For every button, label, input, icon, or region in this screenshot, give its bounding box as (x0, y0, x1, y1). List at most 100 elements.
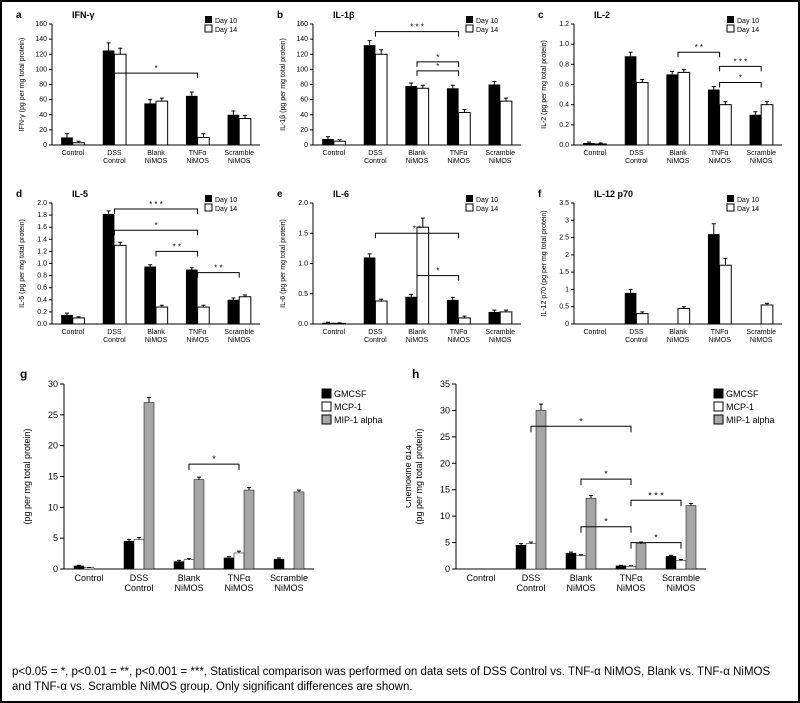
svg-text:10: 10 (48, 502, 58, 512)
svg-text:GMCSF: GMCSF (726, 389, 759, 399)
svg-text:DSS: DSS (107, 150, 122, 157)
svg-text:Control: Control (124, 583, 153, 593)
svg-text:DSS: DSS (522, 573, 541, 583)
svg-text:NiMOS: NiMOS (447, 337, 470, 344)
svg-text:NiMOS: NiMOS (225, 583, 254, 593)
svg-text:Day 10: Day 10 (215, 18, 237, 25)
svg-text:*: * (654, 533, 658, 543)
row-2: 0.00.20.40.60.81.01.21.41.61.82.0IL-5 (p… (2, 181, 798, 360)
svg-text:0: 0 (53, 564, 58, 574)
svg-text:NiMOS: NiMOS (144, 158, 167, 165)
svg-text:(pg per mg total protein): (pg per mg total protein) (22, 428, 32, 524)
svg-text:Day 10: Day 10 (215, 197, 237, 204)
svg-text:NiMOS: NiMOS (144, 337, 167, 344)
svg-text:MCP-1: MCP-1 (726, 402, 754, 412)
svg-text:100: 100 (296, 66, 308, 73)
svg-text:0.2: 0.2 (560, 122, 570, 129)
svg-text:Blank: Blank (408, 329, 426, 336)
svg-text:IL-2 (pg per mg total protein): IL-2 (pg per mg total protein) (541, 40, 548, 129)
svg-text:Control: Control (103, 158, 126, 165)
svg-text:* *: * * (413, 224, 421, 233)
svg-text:Control: Control (625, 158, 648, 165)
panel-c: 0.00.20.40.60.81.01.2IL-2 (pg per mg tot… (534, 6, 788, 181)
svg-text:15: 15 (440, 485, 450, 495)
svg-text:0: 0 (304, 142, 308, 149)
figure-page: 020406080100120140160IFN-γ (pg per mg to… (0, 0, 800, 703)
svg-text:0.0: 0.0 (560, 142, 570, 149)
svg-text:IFN-γ: IFN-γ (72, 10, 95, 20)
svg-text:IL-5 (pg per mg total protein): IL-5 (pg per mg total protein) (19, 219, 26, 308)
svg-text:IL-5: IL-5 (72, 189, 88, 199)
panel-e: 0.00.51.01.52.0IL-6 (pg per mg total pro… (273, 185, 527, 360)
svg-text:0: 0 (565, 321, 569, 328)
svg-text:b: b (277, 10, 283, 21)
svg-text:3.5: 3.5 (560, 200, 570, 207)
svg-text:NiMOS: NiMOS (667, 158, 690, 165)
svg-text:0.4: 0.4 (560, 102, 570, 109)
svg-text:* * *: * * * (410, 23, 424, 32)
svg-text:Control: Control (322, 150, 345, 157)
svg-text:0.0: 0.0 (298, 321, 308, 328)
panel-h: 05101520253035Chemokine d14(pg per mg to… (406, 364, 786, 609)
svg-text:80: 80 (300, 82, 308, 89)
svg-text:140: 140 (296, 36, 308, 43)
svg-text:*: * (604, 469, 608, 479)
svg-text:Control: Control (74, 573, 103, 583)
svg-text:2.0: 2.0 (298, 200, 308, 207)
svg-text:*: * (739, 73, 742, 82)
svg-text:20: 20 (440, 458, 450, 468)
svg-text:TNFα: TNFα (450, 329, 468, 336)
svg-text:Day 14: Day 14 (737, 206, 759, 213)
svg-text:NiMOS: NiMOS (447, 158, 470, 165)
svg-text:35: 35 (440, 379, 450, 389)
svg-text:NiMOS: NiMOS (667, 583, 696, 593)
svg-text:NiMOS: NiMOS (567, 583, 596, 593)
svg-text:Day 10: Day 10 (737, 18, 759, 25)
caption: p<0.05 = *, p<0.01 = **, p<0.001 = ***, … (12, 665, 788, 695)
svg-text:1.2: 1.2 (37, 248, 47, 255)
svg-text:DSS: DSS (368, 150, 383, 157)
svg-text:Scramble: Scramble (485, 329, 515, 336)
svg-text:Day 14: Day 14 (737, 27, 759, 34)
svg-text:NiMOS: NiMOS (406, 337, 429, 344)
svg-text:DSS: DSS (368, 329, 383, 336)
svg-text:5: 5 (445, 538, 450, 548)
svg-text:Blank: Blank (670, 329, 688, 336)
svg-text:40: 40 (300, 112, 308, 119)
svg-text:Scramble: Scramble (747, 150, 777, 157)
svg-text:NiMOS: NiMOS (750, 337, 773, 344)
svg-text:NiMOS: NiMOS (617, 583, 646, 593)
svg-text:20: 20 (48, 441, 58, 451)
svg-text:IL-1β: IL-1β (333, 10, 355, 20)
svg-text:0.0: 0.0 (37, 321, 47, 328)
svg-text:NiMOS: NiMOS (186, 337, 209, 344)
svg-text:NiMOS: NiMOS (175, 583, 204, 593)
panel-f: 00.511.522.533.5IL-12 p70 (pg per mg tot… (534, 185, 788, 360)
svg-text:Control: Control (466, 573, 495, 583)
svg-text:g: g (20, 367, 27, 381)
svg-text:TNFα: TNFα (620, 573, 643, 583)
svg-text:Scramble: Scramble (224, 329, 254, 336)
svg-text:IFN-γ (pg per mg total protein: IFN-γ (pg per mg total protein) (19, 38, 26, 132)
svg-text:DSS: DSS (107, 329, 122, 336)
svg-text:Day 14: Day 14 (215, 27, 237, 34)
svg-text:3: 3 (565, 217, 569, 224)
svg-text:d: d (16, 189, 22, 200)
svg-text:20: 20 (300, 127, 308, 134)
svg-text:1.5: 1.5 (560, 269, 570, 276)
svg-text:60: 60 (300, 97, 308, 104)
svg-text:*: * (579, 416, 583, 426)
svg-text:Blank: Blank (670, 150, 688, 157)
svg-text:Blank: Blank (147, 329, 165, 336)
svg-text:2.0: 2.0 (37, 200, 47, 207)
svg-text:* *: * * (214, 264, 222, 273)
svg-text:Control: Control (103, 337, 126, 344)
row-3: 051015202530(pg per mg total protein)gGM… (2, 360, 798, 609)
svg-text:1.0: 1.0 (37, 261, 47, 268)
svg-text:2.5: 2.5 (560, 235, 570, 242)
svg-text:Control: Control (61, 150, 84, 157)
svg-text:* *: * * (172, 242, 180, 251)
svg-text:TNFα: TNFα (188, 329, 206, 336)
svg-text:MIP-1 alpha: MIP-1 alpha (334, 415, 383, 425)
svg-text:Day 14: Day 14 (215, 206, 237, 213)
